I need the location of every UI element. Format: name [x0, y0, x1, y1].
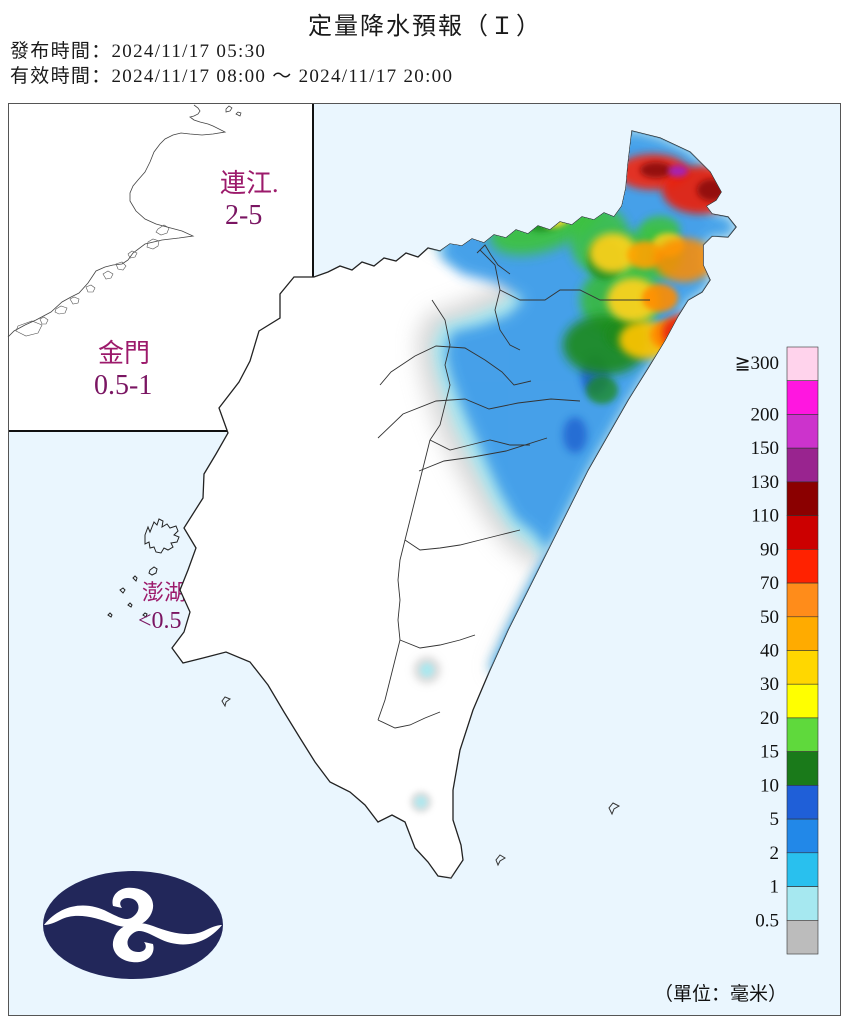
svg-text:40: 40 [760, 641, 779, 662]
svg-text:≧300: ≧300 [735, 353, 779, 374]
svg-text:200: 200 [751, 404, 780, 425]
svg-text:5: 5 [770, 809, 780, 830]
svg-text:90: 90 [760, 539, 779, 560]
svg-text:30: 30 [760, 674, 779, 695]
svg-text:（單位：毫米）: （單位：毫米） [654, 983, 787, 1005]
svg-text:50: 50 [760, 607, 779, 628]
svg-text:70: 70 [760, 573, 779, 594]
svg-text:130: 130 [751, 472, 780, 493]
svg-text:1: 1 [770, 877, 780, 898]
svg-text:2: 2 [770, 843, 780, 864]
svg-text:0.5: 0.5 [755, 910, 779, 931]
svg-text:10: 10 [760, 775, 779, 796]
svg-text:150: 150 [751, 438, 780, 459]
svg-text:20: 20 [760, 708, 779, 729]
svg-text:110: 110 [751, 506, 779, 527]
svg-text:15: 15 [760, 742, 779, 763]
